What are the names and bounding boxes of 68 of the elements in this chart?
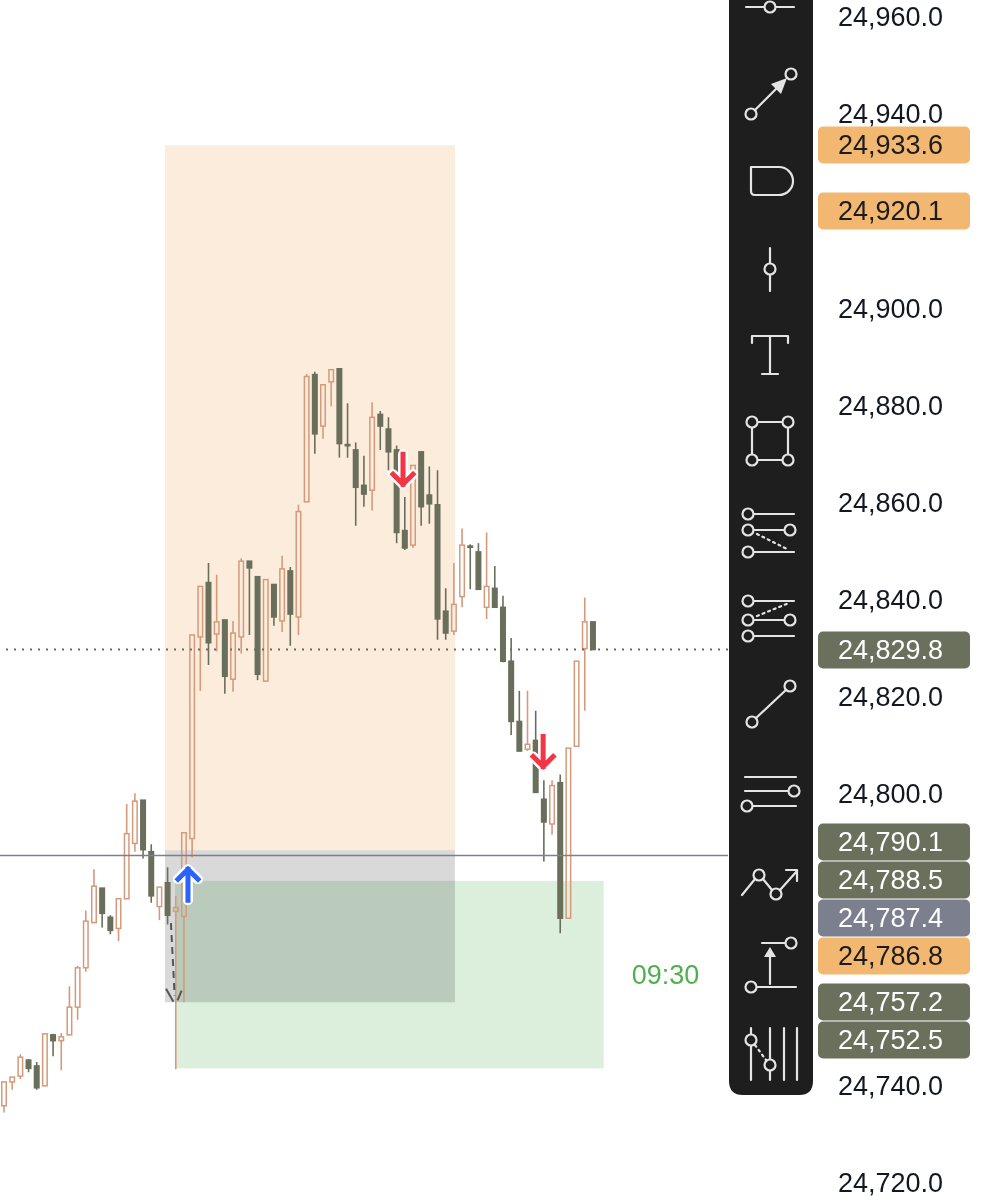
candlestick xyxy=(426,465,433,525)
candlestick xyxy=(442,587,449,641)
candlestick xyxy=(581,596,588,712)
candlestick xyxy=(1,1081,7,1114)
candlestick xyxy=(320,384,327,440)
candlestick xyxy=(262,578,269,682)
y-tick-label: 24,940.0 xyxy=(838,99,944,130)
candlestick xyxy=(360,454,367,508)
band-label: 09:30 xyxy=(631,960,700,991)
candlestick xyxy=(140,799,147,860)
candlestick xyxy=(131,792,138,853)
candlestick xyxy=(197,585,204,692)
y-tick-label: 24,720.0 xyxy=(838,1168,944,1198)
candlestick xyxy=(238,557,245,655)
candlestick xyxy=(491,565,498,609)
candlestick xyxy=(434,469,441,641)
candlestick xyxy=(123,803,130,900)
candlestick xyxy=(352,441,359,527)
y-tick-label: 24,740.0 xyxy=(838,1070,944,1101)
candlestick xyxy=(164,866,171,926)
candlestick xyxy=(90,868,97,924)
y-tick-label: 24,800.0 xyxy=(838,779,944,810)
candlestick xyxy=(82,909,89,973)
candlestick xyxy=(66,985,73,1036)
candlestick xyxy=(246,560,253,636)
text: 24,920.1 xyxy=(838,196,944,226)
candlestick xyxy=(295,503,302,636)
candlestick xyxy=(230,620,237,693)
candlestick xyxy=(41,1033,48,1087)
candlestick xyxy=(450,562,457,636)
candlestick xyxy=(516,690,523,752)
text: 24,787.4 xyxy=(838,903,944,933)
text: 24,829.8 xyxy=(838,635,944,665)
candlestick xyxy=(311,370,318,455)
candlestick xyxy=(385,416,392,472)
candlestick xyxy=(483,531,490,620)
candlestick xyxy=(459,527,466,609)
text: 24,786.8 xyxy=(838,941,944,971)
candlestick xyxy=(148,843,155,904)
y-tick-label: 24,820.0 xyxy=(838,682,944,713)
candlestick xyxy=(557,773,564,935)
candlestick xyxy=(270,583,277,627)
candlestick xyxy=(549,779,556,836)
y-tick-label: 24,840.0 xyxy=(838,585,944,615)
text: 24,788.5 xyxy=(838,865,944,895)
candlestick xyxy=(573,660,580,747)
candlestick xyxy=(279,554,286,633)
y-tick-label: 24,860.0 xyxy=(838,487,944,518)
text: 24,752.5 xyxy=(838,1025,944,1055)
text: 24,933.6 xyxy=(838,130,944,160)
candlestick xyxy=(401,496,408,551)
candlestick xyxy=(50,1034,57,1057)
y-tick-label: 24,900.0 xyxy=(838,293,944,324)
candlestick xyxy=(418,451,425,527)
candlestick xyxy=(287,566,294,647)
y-tick-label: 24,880.0 xyxy=(838,390,944,421)
candlestick xyxy=(565,747,572,919)
candlestick xyxy=(328,368,335,407)
candlestick xyxy=(213,573,220,653)
candlestick xyxy=(377,410,384,451)
candlestick xyxy=(9,1076,16,1091)
y-tick-label: 24,960.0 xyxy=(838,2,944,32)
candlestick xyxy=(540,779,547,863)
candlestick xyxy=(189,634,196,859)
text: 24,790.1 xyxy=(838,827,944,857)
candlestick xyxy=(369,401,376,512)
candlestick xyxy=(99,887,106,929)
text: 24,757.2 xyxy=(838,987,944,1017)
